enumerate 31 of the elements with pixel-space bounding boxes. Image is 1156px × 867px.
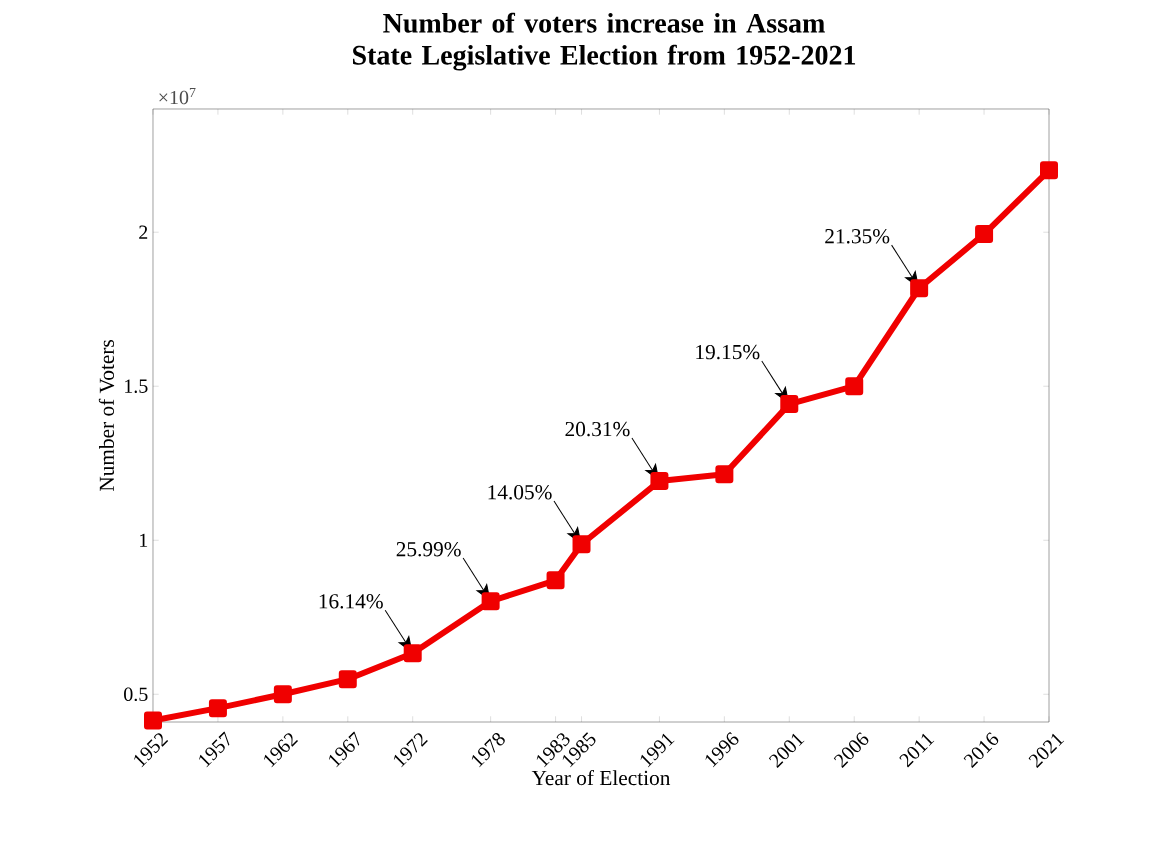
annotation: 20.31% [565,421,630,437]
point [338,670,357,689]
point [910,279,929,298]
y-tick-label: 1.5 [125,379,148,393]
annotation: 14.05% [488,485,552,500]
x-tick-label: 2011 [899,733,935,768]
annotation: 19.15% [696,344,760,360]
x-tick-label: 1991 [640,733,675,768]
annotation: 25.99% [396,542,461,557]
point [546,571,565,590]
point [144,711,162,730]
point [845,377,864,396]
point [975,225,994,244]
y-axis-title: Number of Voters [98,340,115,492]
point [715,465,734,484]
point [780,395,799,414]
point [650,472,669,491]
point [481,592,500,611]
y-tick-label: 0.5 [124,687,148,702]
point [273,685,292,704]
text: ×10$^{7}$ [159,87,196,105]
y-tick-label: 1 [140,533,148,547]
annotation: 21.35% [825,229,890,244]
y-tick-label: 2 [139,225,148,239]
point [208,699,227,718]
point [1040,161,1058,180]
x-axis-title: Year of Election [531,769,671,786]
point [572,535,591,554]
annotation: 16.14% [319,594,383,609]
chart-title: Number of voters increase in Assam State Legislative Election from 1952-2021 [353,12,856,71]
point [403,644,422,663]
